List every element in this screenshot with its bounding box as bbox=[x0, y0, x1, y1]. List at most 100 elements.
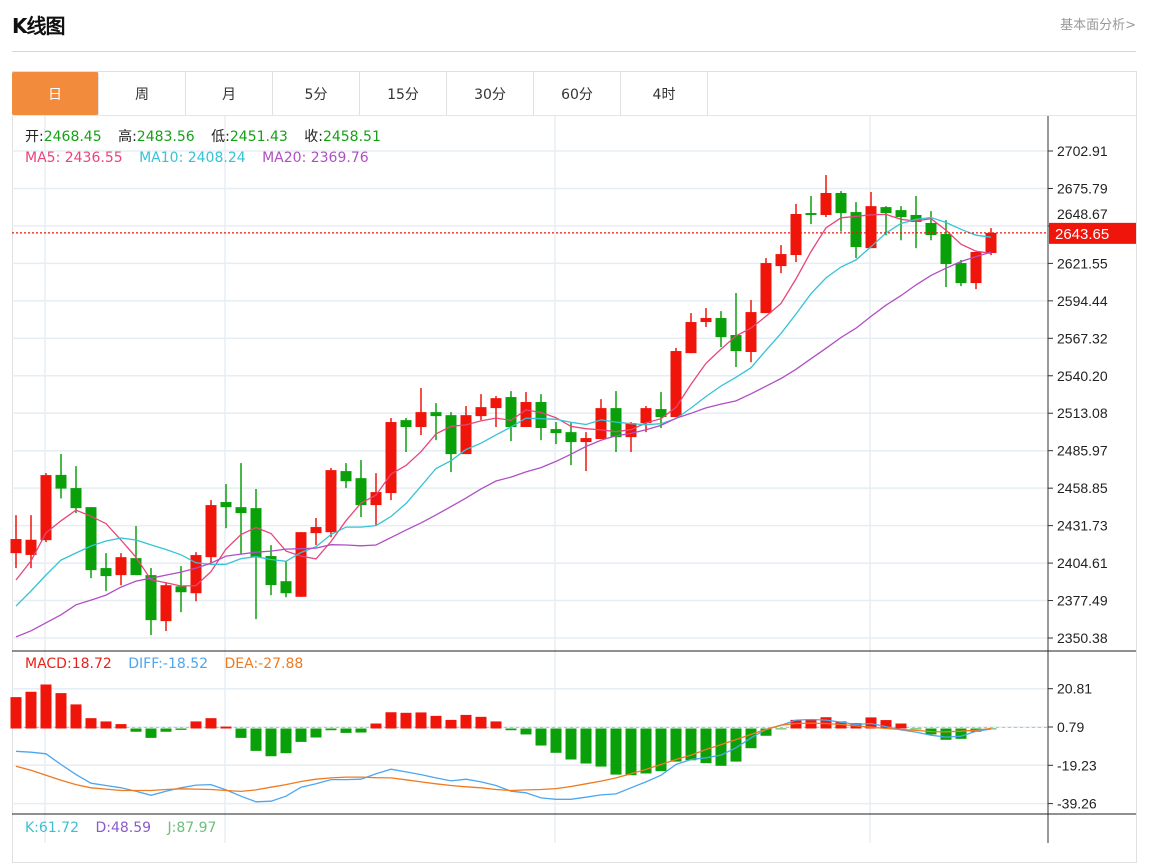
candle-up bbox=[775, 254, 787, 267]
tab-15min[interactable]: 15分 bbox=[360, 72, 447, 115]
price-tick-label: 2594.44 bbox=[1057, 293, 1108, 309]
macd-bar-positive bbox=[895, 723, 907, 729]
macd-bar-positive bbox=[70, 704, 82, 729]
macd-bar-negative bbox=[625, 728, 637, 776]
candle-up bbox=[670, 351, 682, 418]
macd-bar-negative bbox=[730, 728, 742, 762]
macd-bar-negative bbox=[250, 728, 262, 751]
ma-info: MA5: 2436.55 MA10: 2408.24 MA20: 2369.76 bbox=[25, 150, 369, 166]
macd-bar-positive bbox=[790, 719, 802, 729]
candle-up bbox=[205, 505, 217, 558]
macd-tick-label: -39.26 bbox=[1057, 796, 1097, 812]
candle-up bbox=[295, 532, 307, 597]
low-value: 2451.43 bbox=[229, 129, 288, 145]
price-tick-label: 2377.49 bbox=[1057, 593, 1108, 609]
price-tick-label: 2621.55 bbox=[1057, 255, 1108, 271]
macd-bar-positive bbox=[220, 726, 232, 729]
candle-down bbox=[355, 478, 367, 506]
diff-label: DIFF: bbox=[128, 656, 163, 672]
d-value: 48.59 bbox=[110, 820, 152, 836]
macd-bar-positive bbox=[40, 684, 52, 729]
macd-bar-negative bbox=[715, 728, 727, 766]
tab-day[interactable]: 日 bbox=[12, 72, 99, 115]
macd-label: MACD: bbox=[25, 656, 72, 672]
macd-bar-negative bbox=[145, 728, 157, 738]
price-tick-label: 2648.67 bbox=[1057, 206, 1108, 222]
tab-60min[interactable]: 60分 bbox=[534, 72, 621, 115]
macd-bar-negative bbox=[940, 728, 952, 740]
candle-up bbox=[790, 214, 802, 256]
macd-bar-positive bbox=[460, 714, 472, 729]
macd-bar-negative bbox=[550, 728, 562, 753]
candle-down bbox=[100, 568, 112, 577]
ma5-label: MA5: bbox=[25, 150, 61, 166]
macd-bar-negative bbox=[355, 728, 367, 733]
macd-bar-negative bbox=[340, 728, 352, 733]
candle-up bbox=[160, 585, 172, 622]
candle-up bbox=[745, 312, 757, 353]
candle-down bbox=[265, 556, 277, 586]
macd-bar-negative bbox=[235, 728, 247, 738]
candle-up bbox=[475, 407, 487, 417]
candle-down bbox=[880, 207, 892, 214]
ma20-value: 2369.76 bbox=[310, 150, 369, 166]
candle-up bbox=[865, 206, 877, 249]
tab-week[interactable]: 周 bbox=[99, 72, 186, 115]
open-value: 2468.45 bbox=[43, 129, 102, 145]
macd-bar-negative bbox=[955, 728, 967, 739]
ma20-line bbox=[15, 251, 992, 638]
fundamental-analysis-link[interactable]: 基本面分析> bbox=[1060, 18, 1136, 33]
candle-down bbox=[220, 502, 232, 508]
candle-up bbox=[370, 492, 382, 506]
candle-up bbox=[970, 251, 982, 284]
macd-bar-negative bbox=[655, 728, 667, 772]
candle-up bbox=[985, 232, 997, 253]
macd-tick-label: 0.79 bbox=[1057, 719, 1084, 735]
candle-down bbox=[70, 488, 82, 509]
candle-up bbox=[25, 539, 37, 555]
macd-bar-positive bbox=[55, 693, 67, 729]
candle-down bbox=[955, 263, 967, 284]
macd-bar-positive bbox=[100, 721, 112, 729]
candle-up bbox=[640, 408, 652, 424]
candle-down bbox=[145, 575, 157, 621]
tab-4hour[interactable]: 4时 bbox=[621, 72, 708, 115]
macd-bar-negative bbox=[580, 728, 592, 764]
candle-up bbox=[310, 527, 322, 534]
high-value: 2483.56 bbox=[136, 129, 195, 145]
j-label: J: bbox=[167, 820, 177, 836]
dea-line bbox=[15, 722, 992, 793]
tab-month[interactable]: 月 bbox=[186, 72, 273, 115]
candle-down bbox=[895, 210, 907, 218]
candle-down bbox=[85, 507, 97, 571]
candle-down bbox=[400, 420, 412, 428]
macd-bar-positive bbox=[445, 719, 457, 729]
ma5-value: 2436.55 bbox=[64, 150, 123, 166]
macd-bar-negative bbox=[310, 728, 322, 738]
kdj-info: K:61.72 D:48.59 J:87.97 bbox=[25, 820, 216, 836]
candle-down bbox=[565, 432, 577, 443]
tab-5min[interactable]: 5分 bbox=[273, 72, 360, 115]
ma20-label: MA20: bbox=[262, 150, 307, 166]
candle-down bbox=[550, 429, 562, 434]
kline-chart[interactable]: 2702.91 2675.79 2648.67 2621.55 2594.44 2567.… bbox=[0, 0, 1166, 843]
macd-bar-negative bbox=[910, 728, 922, 730]
macd-bar-positive bbox=[430, 715, 442, 729]
header-divider bbox=[12, 51, 1136, 52]
macd-bar-positive bbox=[805, 719, 817, 729]
macd-tick-label: -19.23 bbox=[1057, 757, 1097, 773]
macd-bar-negative bbox=[565, 728, 577, 760]
macd-tick-label: 20.81 bbox=[1057, 681, 1092, 697]
macd-value: 18.72 bbox=[71, 656, 112, 672]
candle-up bbox=[40, 475, 52, 541]
k-value: 61.72 bbox=[38, 820, 79, 836]
tab-30min[interactable]: 30分 bbox=[447, 72, 534, 115]
price-tick-label: 2458.85 bbox=[1057, 480, 1108, 496]
j-value: 87.97 bbox=[176, 820, 217, 836]
candle-down bbox=[430, 412, 442, 417]
close-value: 2458.51 bbox=[322, 129, 381, 145]
candle-up bbox=[520, 402, 532, 428]
macd-bar-negative bbox=[535, 728, 547, 746]
candle-down bbox=[175, 586, 187, 593]
macd-bar-positive bbox=[475, 716, 487, 729]
